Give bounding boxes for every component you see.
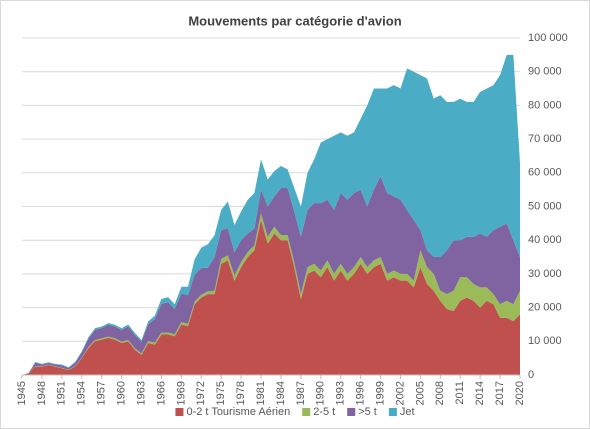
legend-swatch: [388, 408, 397, 416]
area: [22, 219, 520, 375]
x-tick-label: 1975: [215, 381, 227, 405]
y-tick-label: 10 000: [528, 335, 562, 347]
y-tick-label: 30 000: [528, 268, 562, 280]
area: [22, 176, 520, 375]
x-tick-label: 1969: [175, 381, 187, 405]
x-tick-label: 1999: [374, 381, 386, 405]
x-tick-label: 1945: [16, 381, 28, 405]
legend: 0-2 t Tourisme Aérien 2-5 t >5 t Jet: [175, 406, 415, 418]
area: [22, 54, 520, 375]
x-tick-label: 1960: [116, 381, 128, 405]
y-tick-label: 40 000: [528, 234, 562, 246]
x-tick-label: 1966: [155, 381, 167, 405]
legend-swatch: [302, 408, 311, 416]
x-tick-label: 1963: [135, 381, 147, 405]
x-tick-label: 1978: [235, 381, 247, 405]
x-tick-label: 1996: [355, 381, 367, 405]
x-tick-label: 1981: [255, 381, 267, 405]
legend-label: 2-5 t: [313, 406, 335, 418]
y-tick-label: 0: [528, 369, 534, 381]
x-tick-label: 1984: [275, 381, 287, 405]
legend-swatch: [175, 408, 184, 416]
x-tick-label: 2017: [494, 381, 506, 405]
x-tick-label: 1948: [36, 381, 48, 405]
legend-label: 0-2 t Tourisme Aérien: [186, 406, 290, 418]
y-tick-label: 100 000: [528, 32, 568, 44]
y-tick-label: 80 000: [528, 99, 562, 111]
x-tick-label: 2005: [414, 381, 426, 405]
legend-label: Jet: [400, 406, 415, 418]
x-tick-label: 1987: [295, 381, 307, 405]
chart-title: Mouvements par catégorie d'avion: [188, 13, 401, 28]
x-tick-label: 2008: [434, 381, 446, 405]
x-tick-label: 2020: [514, 381, 526, 405]
y-tick-label: 60 000: [528, 167, 562, 179]
x-tick-label: 1957: [96, 381, 108, 405]
x-tick-label: 1954: [76, 381, 88, 405]
x-tick-label: 1972: [195, 381, 207, 405]
y-tick-label: 50 000: [528, 200, 562, 212]
x-tick-label: 2011: [454, 381, 466, 405]
y-tick-label: 70 000: [528, 133, 562, 145]
x-tick-label: 1990: [315, 381, 327, 405]
x-tick-label: 1993: [335, 381, 347, 405]
x-tick-label: 2014: [474, 381, 486, 405]
legend-swatch: [347, 408, 356, 416]
legend-label: >5 t: [358, 406, 377, 418]
x-tick-label: 2002: [394, 381, 406, 405]
y-tick-label: 20 000: [528, 302, 562, 314]
y-tick-label: 90 000: [528, 66, 562, 78]
x-tick-label: 1951: [56, 381, 68, 405]
